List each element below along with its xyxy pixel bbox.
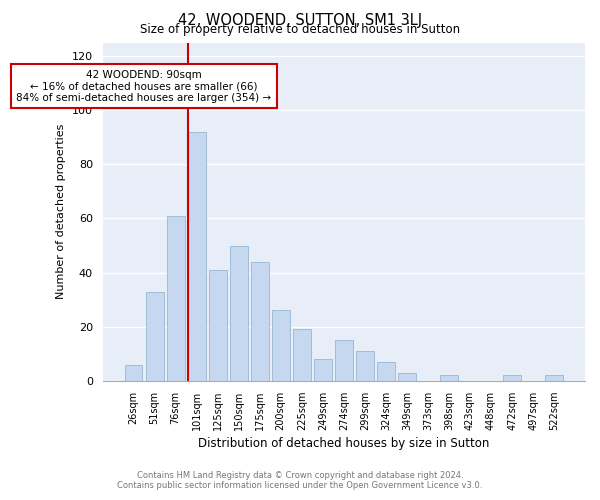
Bar [146, 292, 164, 381]
Text: Size of property relative to detached houses in Sutton: Size of property relative to detached ho… [140, 22, 460, 36]
Bar [377, 362, 395, 381]
Bar [314, 359, 332, 381]
Bar [503, 376, 521, 381]
Bar [335, 340, 353, 381]
Text: Contains HM Land Registry data © Crown copyright and database right 2024.
Contai: Contains HM Land Registry data © Crown c… [118, 470, 482, 490]
Bar [188, 132, 206, 381]
X-axis label: Distribution of detached houses by size in Sutton: Distribution of detached houses by size … [198, 437, 490, 450]
Text: 42 WOODEND: 90sqm
← 16% of detached houses are smaller (66)
84% of semi-detached: 42 WOODEND: 90sqm ← 16% of detached hous… [16, 70, 272, 103]
Bar [230, 246, 248, 381]
Bar [209, 270, 227, 381]
Bar [251, 262, 269, 381]
Bar [293, 330, 311, 381]
Bar [356, 351, 374, 381]
Text: 42, WOODEND, SUTTON, SM1 3LJ: 42, WOODEND, SUTTON, SM1 3LJ [178, 12, 422, 28]
Y-axis label: Number of detached properties: Number of detached properties [56, 124, 66, 300]
Bar [440, 376, 458, 381]
Bar [545, 376, 563, 381]
Bar [398, 372, 416, 381]
Bar [125, 364, 142, 381]
Bar [272, 310, 290, 381]
Bar [167, 216, 185, 381]
